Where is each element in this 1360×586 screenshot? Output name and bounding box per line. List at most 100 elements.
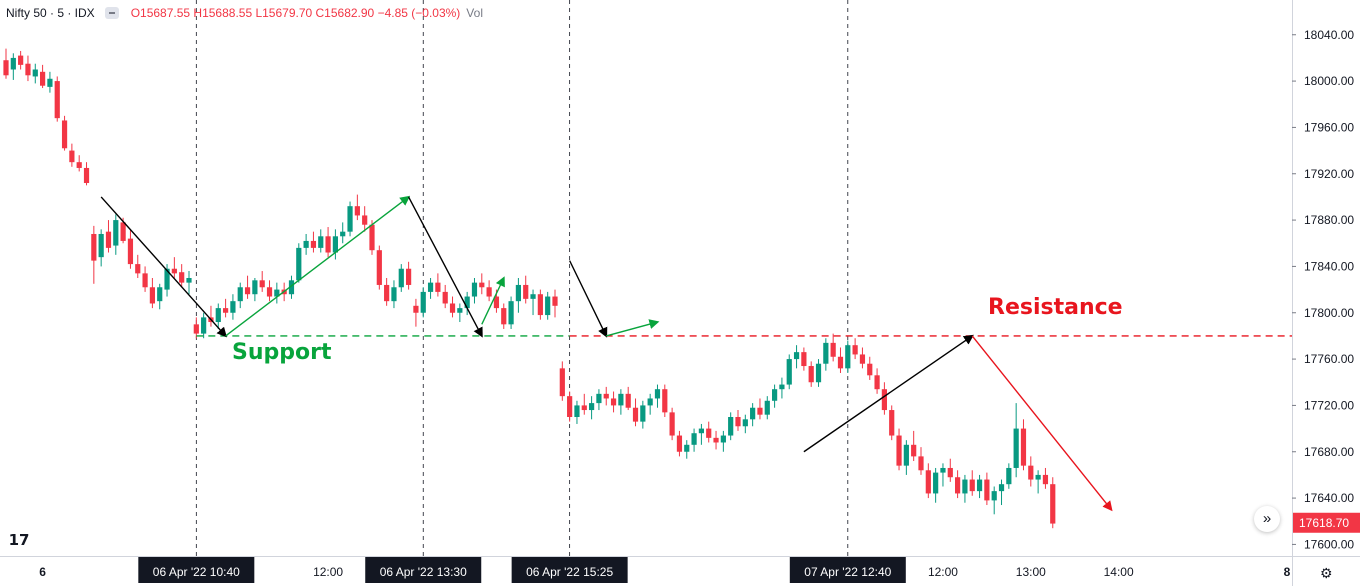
chart-legend: Nifty 50 · 5 · IDX O15687.55 H15688.55 L… [6, 6, 483, 20]
candle-body [757, 407, 763, 415]
candle-body [567, 396, 573, 417]
candle-body [515, 284, 521, 302]
candle-body [691, 433, 697, 445]
crosshair-time-label: 06 Apr '22 10:40 [153, 565, 240, 579]
candle-body [1042, 474, 1049, 485]
candle-body [545, 296, 551, 316]
crosshair-time-badge [789, 557, 906, 583]
candle-body [574, 405, 580, 417]
candle-body [501, 308, 507, 325]
last-price-label: 17618.70 [1299, 516, 1349, 530]
candle-body [105, 231, 112, 248]
candle-body [193, 324, 199, 334]
candle-body [698, 428, 704, 434]
candle-body [318, 236, 324, 248]
price-tick-label: 17960.00 [1304, 120, 1354, 134]
crosshair-time-label: 06 Apr '22 13:30 [380, 565, 467, 579]
time-tick-label: 6 [39, 565, 46, 579]
support-label: Support [232, 340, 332, 365]
candle-body [940, 467, 946, 473]
candle-body [398, 268, 404, 288]
candle-body [471, 282, 478, 297]
candle-body [157, 287, 163, 302]
candle-body [215, 308, 221, 323]
candle-body [684, 444, 690, 452]
candle-body [303, 240, 309, 248]
candle-body [786, 359, 792, 385]
candle-body [596, 393, 602, 404]
candle-body [903, 444, 909, 466]
candle-body [845, 345, 851, 369]
candle-body [83, 167, 90, 184]
trend-arrow-up [803, 334, 974, 453]
candle-body [830, 342, 836, 357]
price-tick-label: 17880.00 [1304, 213, 1354, 227]
candle-body [896, 435, 902, 466]
candle-body [1013, 428, 1019, 468]
price-tick-label: 18040.00 [1304, 28, 1354, 42]
candle-body [889, 410, 895, 436]
candle-body [413, 305, 419, 313]
candle-body [508, 301, 514, 325]
axis-corner [1292, 556, 1360, 586]
candle-body [310, 240, 317, 248]
candle-body [362, 215, 368, 225]
candle-body [874, 375, 880, 390]
trend-arrow-down [569, 260, 608, 338]
eye-icon[interactable] [104, 7, 119, 19]
gear-icon[interactable]: ⚙ [1320, 565, 1333, 581]
candle-body [384, 284, 390, 302]
tradingview-logo-icon[interactable]: 17 [6, 528, 32, 552]
candle-body [493, 296, 500, 309]
candle-body [449, 303, 456, 313]
candle-body [259, 280, 265, 288]
double-chevron-right-icon[interactable]: » [1254, 506, 1280, 532]
candle-body [10, 57, 16, 70]
candle-body [735, 417, 741, 427]
time-tick-label: 14:00 [1104, 565, 1134, 579]
time-tick-label: 12:00 [928, 565, 958, 579]
price-axis [1292, 0, 1360, 556]
candle-body [962, 479, 968, 494]
candle-body [976, 479, 983, 492]
candle-body [1006, 467, 1012, 485]
resistance-label: Resistance [988, 295, 1123, 320]
candle-body [706, 428, 712, 438]
candle-body [867, 363, 873, 376]
candle-body [149, 287, 155, 304]
candle-body [91, 233, 97, 261]
candle-body [347, 206, 353, 232]
price-tick-label: 18000.00 [1304, 74, 1354, 88]
candle-body [610, 398, 617, 406]
crosshair-time-badge [138, 557, 255, 583]
candle-body [801, 352, 807, 367]
trend-arrow-up [606, 319, 660, 337]
candle-body [1035, 474, 1041, 480]
candle-body [779, 384, 785, 390]
crosshair-time-label: 06 Apr '22 15:25 [526, 565, 613, 579]
symbol-title[interactable]: Nifty 50 · 5 · IDX [6, 6, 95, 20]
candle-body [252, 280, 258, 295]
candle-body [793, 352, 800, 360]
candle-body [376, 250, 382, 285]
volume-label: Vol [466, 6, 483, 20]
candle-body [815, 363, 822, 383]
crosshair-time-badge [511, 557, 628, 583]
candle-body [676, 435, 683, 452]
price-tick-label: 17640.00 [1304, 491, 1354, 505]
candle-body [933, 472, 939, 494]
candle-body [76, 162, 82, 168]
candle-body [742, 419, 748, 427]
price-tick-label: 17720.00 [1304, 398, 1354, 412]
candle-body [98, 233, 104, 258]
candle-body [772, 389, 778, 401]
candle-body [918, 456, 924, 471]
ohlc-values: O15687.55 H15688.55 L15679.70 C15682.90 … [130, 6, 461, 20]
candle-body [464, 296, 470, 309]
candle-body [230, 301, 236, 313]
time-tick-label: 12:00 [313, 565, 343, 579]
candle-body [998, 484, 1005, 492]
candle-body [559, 368, 565, 397]
candle-body [720, 435, 726, 443]
